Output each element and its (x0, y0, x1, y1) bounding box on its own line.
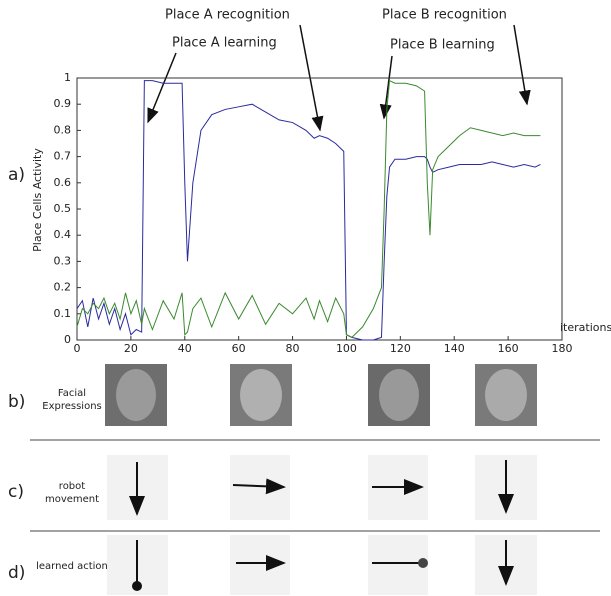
panel-label: d) (8, 563, 25, 583)
x-tick-label: 140 (444, 342, 465, 355)
x-tick-label: 120 (390, 342, 411, 355)
annotation: Place A learning (172, 36, 277, 51)
y-tick-label: 1 (64, 71, 71, 84)
y-tick-label: 0.4 (54, 228, 72, 241)
row-label: robot movement (44, 481, 100, 505)
x-tick-label: 40 (178, 342, 192, 355)
y-tick-label: 0.1 (54, 307, 72, 320)
y-tick-label: 0.9 (54, 97, 72, 110)
series-line (76, 79, 541, 338)
y-tick-label: 0.6 (54, 176, 72, 189)
x-tick-label: 160 (498, 342, 519, 355)
annotation: Place A recognition (165, 8, 290, 23)
x-tick-label: 180 (552, 342, 573, 355)
panel-label: b) (8, 392, 25, 412)
cells (107, 455, 537, 595)
faces (105, 364, 537, 426)
y-tick-label: 0.2 (54, 281, 72, 294)
y-tick-label: 0.5 (54, 202, 72, 215)
x-tick-label: 0 (74, 342, 81, 355)
y-tick-label: 0.3 (54, 254, 72, 267)
panel-label: c) (8, 482, 24, 502)
panel-label: a) (8, 165, 25, 185)
y-tick-label: 0 (64, 333, 71, 346)
movement-arrows (129, 460, 514, 591)
x-axis-label: iterations (560, 321, 611, 334)
x-tick-label: 20 (124, 342, 138, 355)
y-tick-label: 0.8 (54, 123, 72, 136)
annotation: Place B recognition (382, 8, 507, 23)
annotation: Place B learning (390, 38, 495, 53)
separators (30, 439, 600, 532)
x-tick-label: 80 (286, 342, 300, 355)
x-tick-label: 60 (232, 342, 246, 355)
x-tick-label: 100 (336, 342, 357, 355)
row-label: learned action (36, 561, 108, 572)
series-line (76, 80, 541, 341)
row-label: Facial Expressions (42, 388, 102, 412)
y-axis-label: Place Cells Activity (31, 148, 44, 252)
y-tick-label: 0.7 (54, 150, 72, 163)
